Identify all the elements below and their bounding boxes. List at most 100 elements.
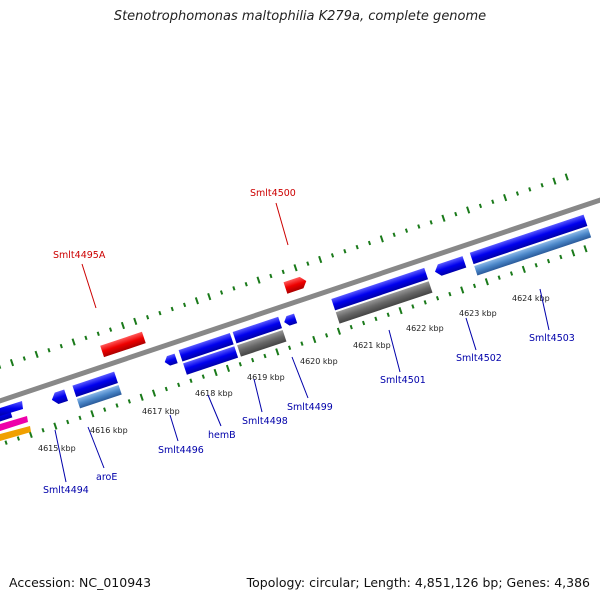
gc-tick (238, 362, 242, 367)
gene-aroe-secondary[interactable] (76, 384, 122, 409)
gc-tick (66, 419, 70, 425)
gene-smlt4498-pseudo[interactable] (237, 330, 287, 357)
gc-tick (28, 430, 33, 439)
callout-line (291, 356, 309, 399)
gc-tick (71, 338, 76, 346)
gene-label[interactable]: aroE (96, 472, 117, 483)
gc-tick (583, 245, 588, 253)
gc-tick (497, 275, 501, 280)
gc-tick (251, 357, 255, 363)
gc-tick (288, 345, 292, 350)
scale-label: 4615 kbp (38, 444, 76, 453)
gene-smlt4498-feature[interactable] (232, 316, 283, 344)
gc-tick (386, 312, 390, 317)
gc-tick (275, 348, 280, 356)
genome-backbone (0, 139, 600, 462)
gene-small-1[interactable] (163, 353, 178, 367)
gc-tick (16, 436, 20, 441)
gc-tick (78, 415, 82, 421)
gc-tick (404, 228, 409, 233)
callout-line (87, 426, 105, 469)
gene-label[interactable]: Smlt4494 (43, 485, 89, 496)
gc-tick (460, 286, 465, 294)
gc-tick (0, 364, 2, 369)
gc-tick (189, 378, 193, 383)
gc-tick (546, 258, 551, 264)
gc-tick (343, 249, 347, 254)
callout-line (81, 263, 97, 309)
gc-tick (478, 203, 483, 209)
gene-smlt4500-feature[interactable] (283, 275, 309, 294)
gc-tick (528, 187, 532, 192)
callout-line (465, 317, 477, 351)
gene-label[interactable]: Smlt4503 (529, 333, 575, 344)
gene-callouts: Smlt4495A Smlt4500 Smlt4494 aroE Smlt4496 hem… (43, 188, 575, 496)
gc-tick (146, 315, 150, 320)
gene-smlt4501-pseudo[interactable] (335, 281, 433, 324)
callout-line (54, 429, 67, 483)
gc-tick (232, 286, 236, 291)
accession-text: Accession: NC_010943 (9, 575, 152, 590)
gene-smlt4503-secondary[interactable] (474, 227, 592, 276)
gc-tick (448, 291, 452, 297)
gc-tick (109, 327, 113, 332)
gc-tick (367, 240, 372, 246)
gc-tick (151, 389, 157, 397)
gc-tick (96, 331, 100, 336)
gc-tick (398, 307, 403, 315)
gc-tick (374, 316, 378, 322)
gc-tick (164, 386, 168, 392)
gene-label[interactable]: Smlt4499 (287, 402, 333, 413)
gene-label[interactable]: Smlt4500 (250, 188, 296, 199)
gc-tick (312, 335, 317, 344)
gc-tick (503, 193, 508, 202)
gc-tick (120, 321, 126, 330)
callout-line (253, 378, 263, 413)
gc-tick (559, 254, 563, 260)
gc-tick (349, 324, 353, 330)
gc-ticks-inner (4, 245, 588, 445)
gene-smlt4503-feature[interactable] (469, 214, 588, 265)
gc-tick (59, 343, 63, 349)
genome-summary: Topology: circular; Length: 4,851,126 bp… (246, 575, 590, 590)
gc-tick (84, 335, 88, 341)
callout-line (169, 414, 179, 442)
gene-small-2[interactable] (283, 313, 298, 327)
gene-label[interactable]: Smlt4495A (53, 250, 106, 261)
scale-label: 4621 kbp (353, 341, 391, 350)
gc-tick (472, 283, 477, 289)
gc-tick (47, 348, 51, 353)
gc-tick (244, 282, 248, 287)
callout-line (539, 288, 550, 331)
gene-hemb-feature[interactable] (183, 346, 239, 375)
gene-aroe-feature[interactable] (72, 371, 118, 398)
gc-tick (534, 263, 538, 268)
gene-smlt4502-feature[interactable] (433, 256, 467, 277)
gc-tick (158, 310, 162, 316)
scale-labels: 4615 kbp 4616 kbp 4617 kbp 4618 kbp 4619 kbp… (38, 294, 550, 453)
gene-label[interactable]: Smlt4496 (158, 445, 204, 456)
gc-tick (170, 306, 174, 312)
gc-tick (417, 224, 421, 229)
gene-smlt4495a-feature[interactable] (100, 331, 146, 358)
gene-label[interactable]: Smlt4498 (242, 416, 288, 427)
gene-label[interactable]: Smlt4502 (456, 353, 502, 364)
gc-tick (53, 422, 58, 430)
gc-tick (177, 382, 181, 388)
gc-tick (139, 393, 144, 401)
gene-label[interactable]: hemB (208, 430, 236, 441)
gene-smlt4501-feature[interactable] (331, 267, 429, 311)
gc-tick (201, 374, 205, 379)
gc-ticks-outer (0, 173, 569, 369)
gc-tick (484, 278, 489, 286)
gc-tick (306, 261, 310, 266)
gene-label[interactable]: Smlt4501 (380, 375, 426, 386)
gc-tick (4, 440, 8, 445)
gene-feature-left-2[interactable] (50, 389, 69, 405)
scale-label: 4617 kbp (142, 407, 180, 416)
gc-tick (115, 403, 119, 408)
gene-smlt4496-feature[interactable] (178, 332, 234, 362)
gc-tick (392, 232, 396, 237)
scale-label: 4624 kbp (512, 294, 550, 303)
